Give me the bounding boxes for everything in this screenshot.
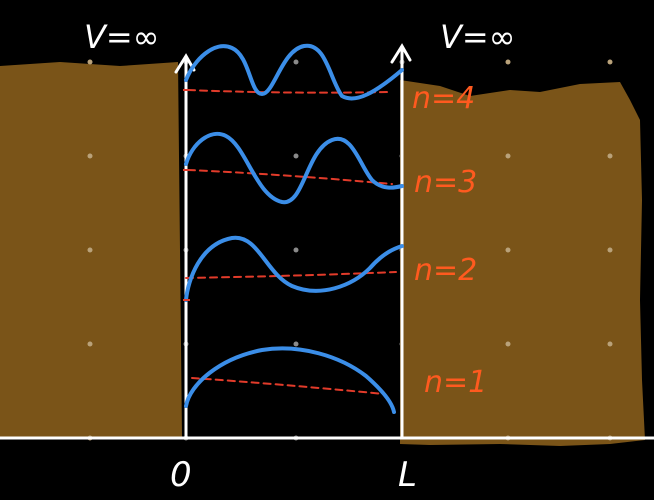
wavefunction-n2 [184, 235, 404, 302]
grid-dot [293, 153, 299, 159]
potential-label-left: V=∞ [84, 18, 159, 56]
level-label-n4: n=4 [412, 81, 475, 116]
wavefunctions [184, 43, 404, 414]
grid-dot [607, 247, 613, 253]
grid-dot [293, 59, 299, 65]
grid-dot [607, 153, 613, 159]
grid-dot [293, 247, 299, 253]
x-end-label: L [398, 455, 417, 495]
energy-level-n4 [187, 89, 391, 94]
right-wall-axis [390, 43, 412, 440]
level-ticks [183, 89, 190, 301]
wavefunction-n3 [184, 132, 404, 205]
level-label-n3: n=3 [414, 165, 477, 200]
grid-dot [505, 153, 511, 159]
wavefunction-n1 [184, 346, 396, 414]
potential-label-right: V=∞ [440, 18, 515, 56]
grid-dot [87, 59, 93, 65]
grid-dot [607, 341, 613, 347]
energy-level-n3 [187, 169, 393, 185]
grid-dot [87, 153, 93, 159]
grid-dot [87, 247, 93, 253]
energy-levels [185, 89, 397, 395]
grid-dot [505, 247, 511, 253]
right-wall [400, 80, 645, 446]
wavefunction-n4 [184, 43, 404, 101]
grid-dot [87, 341, 93, 347]
level-label-n2: n=2 [414, 253, 477, 288]
grid-dot [505, 59, 511, 65]
level-label-n1: n=1 [424, 365, 487, 400]
grid-dot [505, 341, 511, 347]
grid-dot [293, 341, 299, 347]
grid-dot [607, 59, 613, 65]
left-wall-axis [174, 53, 196, 440]
energy-level-n1 [191, 377, 385, 395]
x-origin-label: 0 [170, 455, 192, 495]
energy-level-n2 [185, 271, 397, 279]
